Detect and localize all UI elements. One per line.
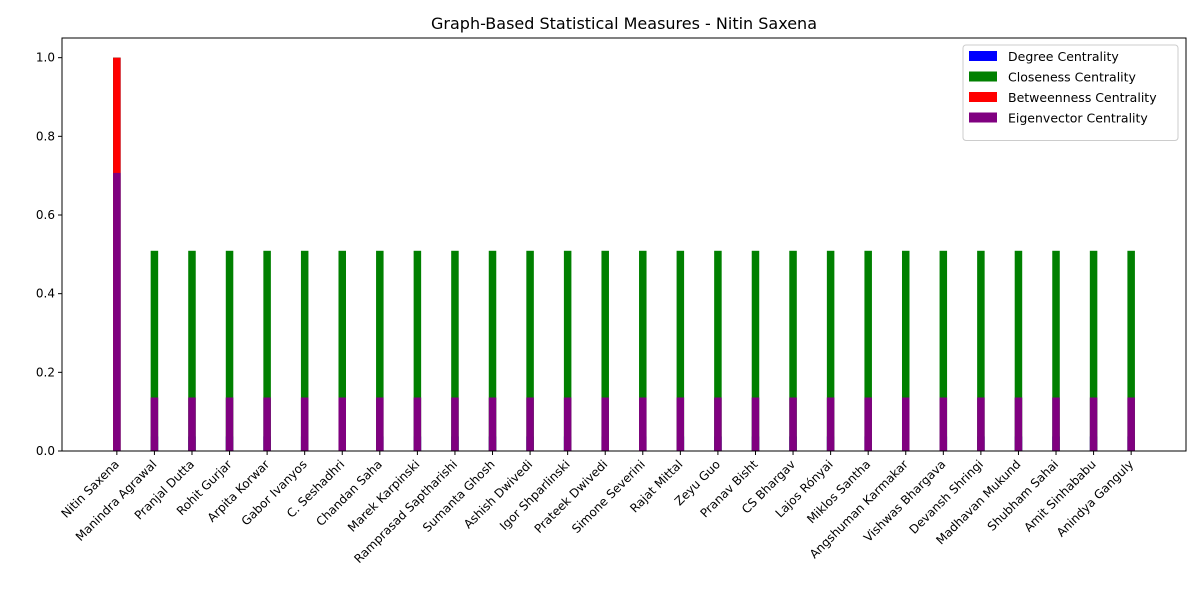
bar-closeness-centrality-cs-bhargav <box>789 250 797 451</box>
bar-eigenvector-centrality-prateek-dwivedi <box>601 397 609 451</box>
bar-closeness-centrality-zeyu-guo <box>714 250 722 451</box>
bar-eigenvector-centrality-amit-sinhababu <box>1089 397 1098 451</box>
series-closeness-centrality <box>113 57 1135 452</box>
x-tick-label-ashish-dwivedi: Ashish Dwivedi <box>461 457 535 531</box>
y-tick-label: 0.6 <box>36 208 55 222</box>
bar-closeness-centrality-marek-karpinski <box>413 250 422 451</box>
bar-eigenvector-centrality-ashish-dwivedi <box>526 397 534 451</box>
bar-closeness-centrality-pranav-bisht <box>751 250 760 451</box>
bar-eigenvector-centrality-devansh-shringi <box>977 397 985 451</box>
legend-box <box>962 44 1179 141</box>
bar-eigenvector-centrality-sumanta-ghosh <box>488 397 497 451</box>
bar-closeness-centrality-ashish-dwivedi <box>526 250 534 451</box>
bar-eigenvector-centrality-nitin-saxena <box>113 172 121 451</box>
chart-title: Graph-Based Statistical Measures - Nitin… <box>431 14 817 33</box>
legend-swatch-eigenvector-centrality <box>969 112 997 123</box>
legend-label-degree-centrality: Degree Centrality <box>1008 49 1119 64</box>
bar-closeness-centrality-madhavan-mukund <box>1014 250 1023 451</box>
bar-eigenvector-centrality-rajat-mittal <box>676 397 685 451</box>
plot-frame <box>61 37 1187 452</box>
bar-closeness-centrality-shubham-sahai <box>1052 250 1060 451</box>
bar-closeness-centrality-gabor-ivanyos <box>300 250 309 451</box>
bar-closeness-centrality-rohit-gurjar <box>225 250 234 451</box>
legend: Degree Centrality Closeness Centrality Bet… <box>962 44 1179 141</box>
bar-eigenvector-centrality-arpita-korwar <box>263 397 271 451</box>
bar-closeness-centrality-devansh-shringi <box>977 250 985 451</box>
bar-closeness-centrality-miklos-santha <box>864 250 872 451</box>
bar-eigenvector-centrality-angshuman-karmakar <box>901 397 910 451</box>
bar-eigenvector-centrality-simone-severini <box>639 397 647 451</box>
y-axis: 0.0 0.2 0.4 0.6 0.8 1.0 <box>36 51 62 458</box>
bar-closeness-centrality-sumanta-ghosh <box>488 250 497 451</box>
bar-eigenvector-centrality-rohit-gurjar <box>225 397 234 451</box>
bar-eigenvector-centrality-lajos-r-nyai <box>826 397 835 451</box>
bar-eigenvector-centrality-shubham-sahai <box>1052 397 1060 451</box>
x-tick-label-gabor-ivanyos: Gabor Ivanyos <box>239 457 310 528</box>
y-tick-label: 1.0 <box>36 51 55 65</box>
bar-closeness-centrality-vishwas-bhargava <box>939 250 948 451</box>
bar-closeness-centrality-prateek-dwivedi <box>601 250 609 451</box>
y-tick-label: 0.0 <box>36 444 55 458</box>
bar-eigenvector-centrality-ramprasad-saptharishi <box>451 397 459 451</box>
bar-closeness-centrality-igor-shparlinski <box>563 250 572 451</box>
bar-eigenvector-centrality-manindra-agrawal <box>150 397 159 451</box>
bar-eigenvector-centrality-igor-shparlinski <box>563 397 572 451</box>
bar-closeness-centrality-arpita-korwar <box>263 250 271 451</box>
bar-closeness-centrality-anindya-ganguly <box>1127 250 1135 451</box>
bar-closeness-centrality-chandan-saha <box>376 250 384 451</box>
bar-eigenvector-centrality-chandan-saha <box>376 397 384 451</box>
bar-eigenvector-centrality-cs-bhargav <box>789 397 797 451</box>
bar-eigenvector-centrality-pranav-bisht <box>751 397 760 451</box>
bar-closeness-centrality-angshuman-karmakar <box>901 250 910 451</box>
bar-closeness-centrality-pranjal-dutta <box>188 250 196 451</box>
bar-closeness-centrality-rajat-mittal <box>676 250 685 451</box>
y-tick-label: 0.4 <box>36 287 55 301</box>
bar-closeness-centrality-c-seshadhri <box>338 250 346 451</box>
bar-eigenvector-centrality-pranjal-dutta <box>188 397 196 451</box>
bar-eigenvector-centrality-gabor-ivanyos <box>300 397 309 451</box>
legend-swatch-betweenness-centrality <box>969 92 997 102</box>
legend-label-betweenness-centrality: Betweenness Centrality <box>1008 90 1157 105</box>
legend-label-eigenvector-centrality: Eigenvector Centrality <box>1008 111 1148 126</box>
bar-closeness-centrality-amit-sinhababu <box>1089 250 1098 451</box>
legend-label-closeness-centrality: Closeness Centrality <box>1008 70 1137 85</box>
bar-eigenvector-centrality-c-seshadhri <box>338 397 346 451</box>
x-tick-label-chandan-saha: Chandan Saha <box>313 457 385 529</box>
series-eigenvector-centrality <box>113 172 1135 451</box>
plot-area <box>113 57 1135 452</box>
bar-eigenvector-centrality-vishwas-bhargava <box>939 397 948 451</box>
bar-eigenvector-centrality-miklos-santha <box>864 397 872 451</box>
legend-swatch-closeness-centrality <box>969 71 997 82</box>
bar-closeness-centrality-ramprasad-saptharishi <box>451 250 459 451</box>
bar-closeness-centrality-simone-severini <box>639 250 647 451</box>
bar-eigenvector-centrality-marek-karpinski <box>413 397 422 451</box>
y-tick-label: 0.8 <box>36 129 55 143</box>
bar-eigenvector-centrality-anindya-ganguly <box>1127 397 1135 451</box>
y-tick-label: 0.2 <box>36 365 55 379</box>
bar-eigenvector-centrality-madhavan-mukund <box>1014 397 1023 451</box>
bar-eigenvector-centrality-zeyu-guo <box>714 397 722 451</box>
bar-closeness-centrality-lajos-r-nyai <box>826 250 835 451</box>
bar-closeness-centrality-manindra-agrawal <box>150 250 159 451</box>
legend-swatch-degree-centrality <box>969 51 997 61</box>
